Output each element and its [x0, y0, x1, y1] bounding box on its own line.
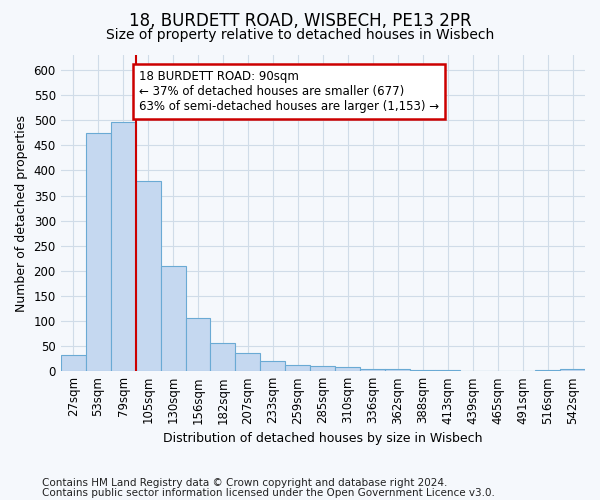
- Bar: [185, 318, 211, 371]
- X-axis label: Distribution of detached houses by size in Wisbech: Distribution of detached houses by size …: [163, 432, 482, 445]
- Bar: [286, 364, 310, 371]
- Text: 18 BURDETT ROAD: 90sqm
← 37% of detached houses are smaller (677)
63% of semi-de: 18 BURDETT ROAD: 90sqm ← 37% of detached…: [139, 70, 439, 113]
- Bar: [410, 370, 435, 371]
- Bar: [211, 342, 235, 371]
- Bar: [360, 368, 385, 371]
- Y-axis label: Number of detached properties: Number of detached properties: [15, 114, 28, 312]
- Bar: [485, 370, 510, 371]
- Bar: [86, 134, 110, 371]
- Text: Size of property relative to detached houses in Wisbech: Size of property relative to detached ho…: [106, 28, 494, 42]
- Text: Contains HM Land Registry data © Crown copyright and database right 2024.: Contains HM Land Registry data © Crown c…: [42, 478, 448, 488]
- Bar: [535, 370, 560, 371]
- Bar: [110, 122, 136, 371]
- Bar: [136, 181, 161, 371]
- Text: 18, BURDETT ROAD, WISBECH, PE13 2PR: 18, BURDETT ROAD, WISBECH, PE13 2PR: [128, 12, 472, 30]
- Bar: [460, 370, 485, 371]
- Bar: [310, 366, 335, 371]
- Bar: [235, 352, 260, 371]
- Bar: [335, 366, 360, 371]
- Bar: [161, 266, 185, 371]
- Text: Contains public sector information licensed under the Open Government Licence v3: Contains public sector information licen…: [42, 488, 495, 498]
- Bar: [435, 370, 460, 371]
- Bar: [61, 355, 86, 371]
- Bar: [260, 361, 286, 371]
- Bar: [385, 369, 410, 371]
- Bar: [560, 368, 585, 371]
